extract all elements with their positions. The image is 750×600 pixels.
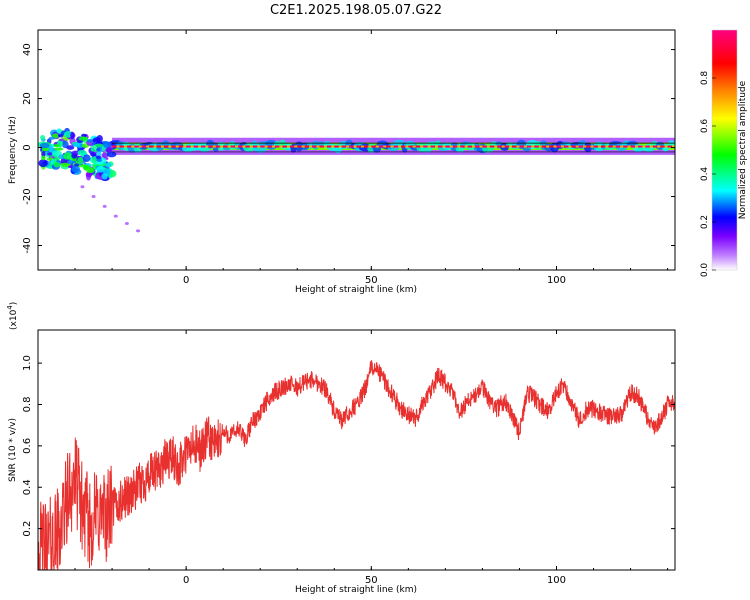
spectrogram-x-tick-label: 0 <box>183 275 189 286</box>
snr-y-tick-label: 0.8 <box>22 397 33 413</box>
spectrum-tail-cell <box>113 214 118 218</box>
spectrogram-x-label: Height of straight line (km) <box>295 285 417 295</box>
spectrum-scatter-cell <box>77 156 84 165</box>
spectrum-scatter-cell <box>74 163 80 167</box>
spectrum-scatter-cell <box>105 162 112 168</box>
snr-series-line <box>38 360 675 570</box>
spectrum-scatter-cell <box>86 139 93 143</box>
spectrum-scatter-cell <box>101 172 108 180</box>
snr-y-tick-label: 0.6 <box>22 438 33 454</box>
spectrum-scatter-cell <box>60 162 70 167</box>
spectrogram-marks <box>38 127 675 233</box>
svg-text:(x104): (x104) <box>6 302 19 330</box>
spectrum-scatter-cell <box>96 158 103 163</box>
snr-plot-frame <box>37 329 676 571</box>
spectrogram-x-tick-label: 50 <box>365 275 378 286</box>
colorbar-tick-label: 0.8 <box>700 71 710 86</box>
colorbar-tick-label: 0.0 <box>700 263 710 278</box>
colorbar-label: Normalized spectral amplitude <box>738 80 748 219</box>
spectrum-scatter-cell <box>96 134 103 143</box>
figure-title: C2E1.2025.198.05.07.G22 <box>270 3 442 18</box>
spectrum-scatter-cell <box>63 152 73 160</box>
spectrum-tail-cell <box>80 185 85 189</box>
spectrum-scatter-cell <box>48 136 55 140</box>
spectrum-scatter-cell <box>73 142 81 148</box>
spectrum-scatter-cell <box>53 161 61 168</box>
spectrum-scatter-cell <box>70 131 75 140</box>
snr-x-tick-label: 0 <box>183 575 189 586</box>
snr-panel: 0 50 100 0.2 0.4 0.6 0.8 1.0 Height of straight… <box>6 302 676 595</box>
snr-y-tick-label: 0.2 <box>22 521 33 537</box>
spectrum-scatter-cell <box>78 136 88 141</box>
snr-y-multiplier-exp: 4 <box>6 305 14 310</box>
spectrum-scatter-cell <box>94 143 104 148</box>
spectrum-scatter-cell <box>47 152 53 156</box>
spectrum-scatter-cell <box>81 133 87 138</box>
spectrum-scatter-cell <box>54 147 64 151</box>
spectrum-scatter-cell <box>105 147 112 154</box>
spectrum-scatter-cell <box>96 151 102 157</box>
spectrum-scatter-cell <box>77 150 87 156</box>
spectrogram-x-tick-label: 100 <box>547 275 566 286</box>
spectrum-scatter-cell <box>96 169 105 173</box>
spectrogram-y-tick-label: -20 <box>22 188 33 204</box>
spectrum-scatter-cell <box>51 150 62 157</box>
spectrum-scatter-cell <box>41 155 46 161</box>
colorbar-tick-label: 0.6 <box>700 119 710 134</box>
spectrum-scatter-cell <box>86 167 95 174</box>
spectrum-scatter-cell <box>96 155 102 160</box>
snr-x-tick-label: 100 <box>547 575 566 586</box>
spectrum-scatter-cell <box>38 159 48 168</box>
snr-y-multiplier-base: (x10 <box>9 309 19 330</box>
spectrum-scatter-cell <box>40 135 46 141</box>
snr-y-multiplier: (x104) <box>6 302 19 330</box>
spectrum-scatter-cell <box>96 147 101 152</box>
colorbar: 0.0 0.2 0.4 0.6 0.8 Normalized spectral ampl… <box>700 29 748 278</box>
colorbar-frame <box>711 29 738 271</box>
spectrogram-panel: 0 50 100 40 20 0 -20 -40 Height of straight lin… <box>8 29 676 295</box>
spectrogram-y-label: Frequency (Hz) <box>8 116 18 184</box>
colorbar-tick-label: 0.4 <box>700 167 710 182</box>
spectrogram-y-tick-label: -40 <box>22 237 33 253</box>
spectrum-scatter-cell <box>103 141 112 149</box>
spectrogram-y-tick-label: 20 <box>22 92 33 105</box>
spectrogram-axes: 0 50 100 40 20 0 -20 -40 <box>22 30 675 286</box>
spectrum-tail-cell <box>124 221 129 225</box>
spectrum-tail-cell <box>135 229 140 233</box>
spectrum-scatter-cell <box>71 165 81 174</box>
spectrogram-plot-frame <box>37 29 676 271</box>
snr-y-tick-label: 0.4 <box>22 479 33 495</box>
spectrogram-y-tick-label: 40 <box>22 43 33 56</box>
snr-y-multiplier-close: ) <box>9 302 19 306</box>
spectrum-scatter-cell <box>47 165 53 169</box>
snr-axes: 0 50 100 0.2 0.4 0.6 0.8 1.0 <box>22 330 675 586</box>
spectrum-scatter-cell <box>48 145 54 153</box>
spectrum-scatter-cell <box>56 128 62 134</box>
spectrum-scatter-cell <box>82 154 91 163</box>
snr-y-tick-label: 1.0 <box>22 355 33 371</box>
snr-x-label: Height of straight line (km) <box>295 585 417 595</box>
snr-x-tick-label: 50 <box>365 575 378 586</box>
colorbar-ticks: 0.0 0.2 0.4 0.6 0.8 <box>700 71 716 278</box>
spectrum-tail-cell <box>102 204 107 208</box>
colorbar-tick-label: 0.2 <box>700 215 710 229</box>
spectrum-scatter-cell <box>53 144 60 148</box>
spectrum-tail-cell <box>91 195 96 199</box>
spectrum-scatter-cell <box>39 142 50 149</box>
spectrum-scatter-cell <box>66 145 75 150</box>
snr-y-label: SNR (10 * v/v) <box>8 418 18 482</box>
colorbar-gradient <box>712 30 737 270</box>
spectrogram-y-tick-label: 0 <box>22 144 33 150</box>
